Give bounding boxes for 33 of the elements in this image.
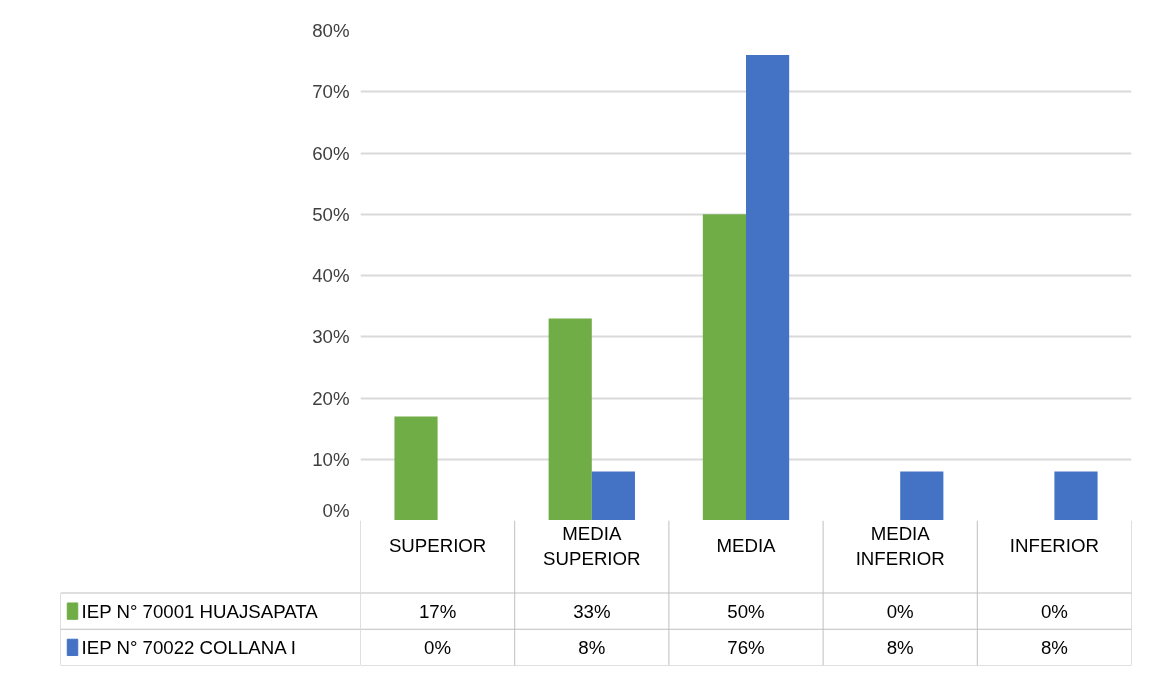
legend-label: IEP N° 70001 HUAJSAPATA bbox=[81, 600, 319, 622]
y-tick-label: 40% bbox=[312, 265, 350, 286]
data-label: 0% bbox=[1040, 600, 1068, 622]
bar bbox=[1054, 471, 1098, 520]
x-tick-label: MEDIA SUPERIOR bbox=[543, 522, 641, 569]
bar bbox=[591, 471, 635, 520]
bar bbox=[548, 318, 592, 520]
y-tick-label: 70% bbox=[312, 81, 350, 103]
data-label: 50% bbox=[727, 600, 765, 622]
data-label: 0% bbox=[886, 600, 914, 622]
y-tick-label: 0% bbox=[322, 499, 350, 521]
y-tick-label: 50% bbox=[312, 203, 350, 225]
data-label: 8% bbox=[578, 636, 606, 658]
x-tick-label: MEDIA bbox=[716, 535, 777, 557]
data-label: 76% bbox=[727, 636, 765, 658]
x-tick-label: MEDIA INFERIOR bbox=[855, 522, 945, 569]
y-tick-label: 30% bbox=[312, 326, 350, 348]
y-tick-label: 80% bbox=[312, 20, 350, 41]
bar bbox=[702, 214, 746, 520]
y-tick-label: 20% bbox=[312, 387, 350, 409]
legend-label: IEP N° 70022 COLLANA I bbox=[81, 636, 297, 658]
y-tick-label: 60% bbox=[312, 142, 350, 164]
bar bbox=[746, 55, 790, 520]
data-label: 17% bbox=[418, 600, 457, 622]
data-label: 33% bbox=[573, 600, 611, 622]
x-tick-label: SUPERIOR bbox=[388, 535, 487, 557]
bar bbox=[394, 416, 438, 520]
data-label: 8% bbox=[886, 636, 914, 658]
bar bbox=[900, 471, 944, 520]
y-tick-label: 10% bbox=[312, 448, 350, 470]
x-tick-label: INFERIOR bbox=[1009, 535, 1099, 557]
data-label: 8% bbox=[1040, 636, 1068, 658]
data-label: 0% bbox=[424, 636, 452, 658]
